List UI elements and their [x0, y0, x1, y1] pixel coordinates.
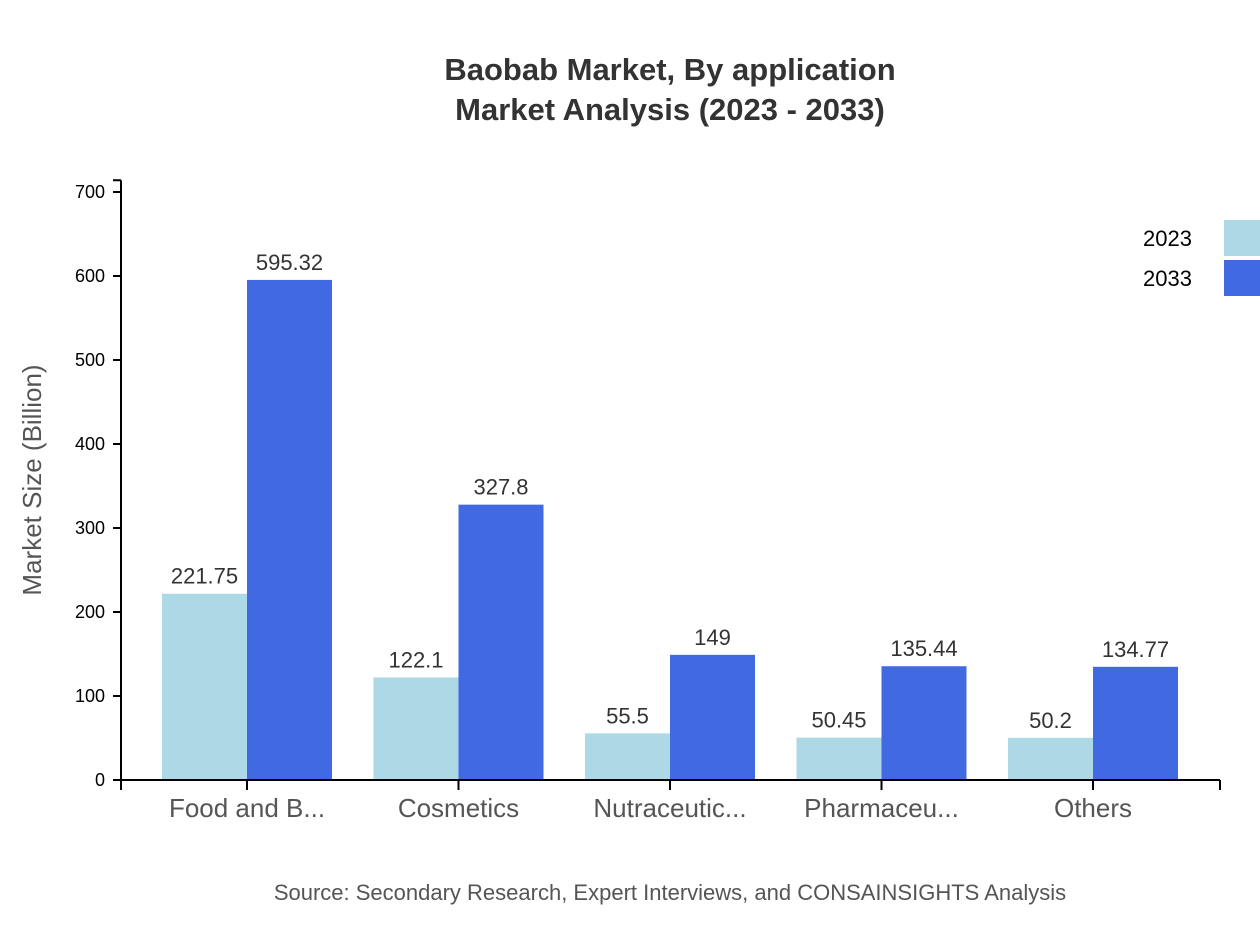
- x-tick-label: Others: [1054, 793, 1132, 823]
- bar-value-label: 135.44: [890, 636, 957, 661]
- category-group: 221.75 595.32: [162, 250, 332, 780]
- x-tick-label: Food and B...: [169, 793, 325, 823]
- legend: 2023 2033: [1143, 220, 1260, 296]
- bar-value-label: 149: [694, 625, 731, 650]
- x-axis: Food and B... Cosmetics Nutraceutic... Phar…: [120, 779, 1221, 823]
- bar-2023: [373, 677, 459, 780]
- legend-swatch: [1224, 220, 1260, 256]
- y-tick-label: 300: [75, 518, 105, 538]
- bar-2033: [247, 279, 332, 780]
- source-note: Source: Secondary Research, Expert Inter…: [274, 880, 1066, 905]
- bar-value-label: 327.8: [473, 475, 528, 500]
- bar-value-label: 122.1: [388, 647, 443, 672]
- bar-2033: [458, 504, 544, 780]
- category-group: 50.45 135.44: [796, 636, 967, 780]
- bar-2033: [670, 654, 755, 780]
- bar-value-label: 55.5: [606, 703, 649, 728]
- y-tick-label: 200: [75, 602, 105, 622]
- bar-2023: [796, 737, 882, 780]
- chart-subtitle: Market Analysis (2023 - 2033): [455, 92, 885, 127]
- bar-2023: [162, 593, 247, 780]
- x-tick-label: Nutraceutic...: [593, 793, 746, 823]
- bar-2023: [1008, 737, 1093, 780]
- bar-2033: [881, 666, 967, 780]
- bar-value-label: 595.32: [256, 250, 323, 275]
- y-axis-label: Market Size (Billion): [17, 364, 47, 595]
- y-tick-label: 500: [75, 350, 105, 370]
- bar-value-label: 221.75: [171, 564, 238, 589]
- bar-value-label: 50.2: [1029, 708, 1072, 733]
- y-axis: 0 100 200 300 400 500 600 700: [75, 179, 122, 790]
- category-group: 50.2 134.77: [1008, 637, 1178, 780]
- x-tick-label: Cosmetics: [398, 793, 519, 823]
- legend-swatch: [1224, 260, 1260, 296]
- legend-item-2033: 2033: [1143, 260, 1260, 296]
- bars-group: 221.75 595.32 122.1 327.8 55.5 149 50.45 135.44…: [162, 250, 1178, 780]
- bar-2023: [585, 733, 670, 780]
- bar-value-label: 134.77: [1102, 637, 1169, 662]
- y-tick-label: 0: [95, 770, 105, 790]
- category-group: 122.1 327.8: [373, 475, 544, 780]
- y-tick-label: 100: [75, 686, 105, 706]
- y-tick-label: 600: [75, 266, 105, 286]
- y-tick-label: 400: [75, 434, 105, 454]
- bar-value-label: 50.45: [811, 708, 866, 733]
- legend-item-2023: 2023: [1143, 220, 1260, 256]
- bar-2033: [1093, 666, 1178, 780]
- legend-label: 2023: [1143, 226, 1192, 251]
- legend-label: 2033: [1143, 266, 1192, 291]
- x-tick-label: Pharmaceu...: [804, 793, 959, 823]
- chart-title: Baobab Market, By application: [444, 52, 895, 87]
- y-tick-label: 700: [75, 182, 105, 202]
- category-group: 55.5 149: [585, 625, 755, 780]
